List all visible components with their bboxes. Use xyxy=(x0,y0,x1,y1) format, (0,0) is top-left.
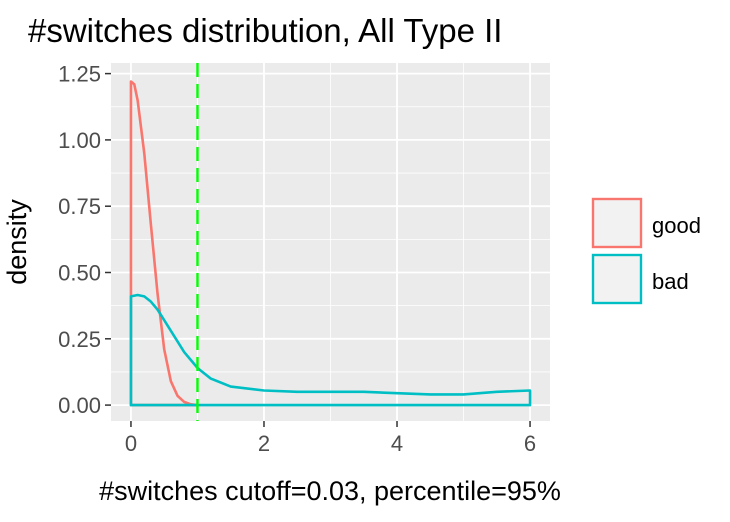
x-axis-label: #switches cutoff=0.03, percentile=95% xyxy=(99,476,561,506)
legend-label-good: good xyxy=(652,213,701,238)
x-tick-label: 6 xyxy=(524,431,536,456)
y-tick-label: 0.00 xyxy=(58,393,101,418)
y-tick-label: 1.25 xyxy=(58,62,101,87)
chart-title: #switches distribution, All Type II xyxy=(28,12,502,49)
x-tick-label: 2 xyxy=(258,431,270,456)
y-tick-label: 0.75 xyxy=(58,194,101,219)
legend-key-good xyxy=(591,197,643,249)
series-layer xyxy=(129,63,532,421)
y-axis-label: density xyxy=(2,199,32,285)
x-tick-label: 0 xyxy=(125,431,137,456)
legend: good bad xyxy=(591,197,701,305)
density-curve-bad xyxy=(129,293,532,407)
x-tick-label: 4 xyxy=(391,431,403,456)
y-tick-label: 1.00 xyxy=(58,128,101,153)
axes: 0 2 4 6 0.00 0.25 0.50 0.75 1.00 1.25 xyxy=(58,62,536,456)
legend-label-bad: bad xyxy=(652,269,689,294)
legend-key-bad xyxy=(591,253,643,305)
y-tick-label: 0.25 xyxy=(58,327,101,352)
y-tick-label: 0.50 xyxy=(58,260,101,285)
